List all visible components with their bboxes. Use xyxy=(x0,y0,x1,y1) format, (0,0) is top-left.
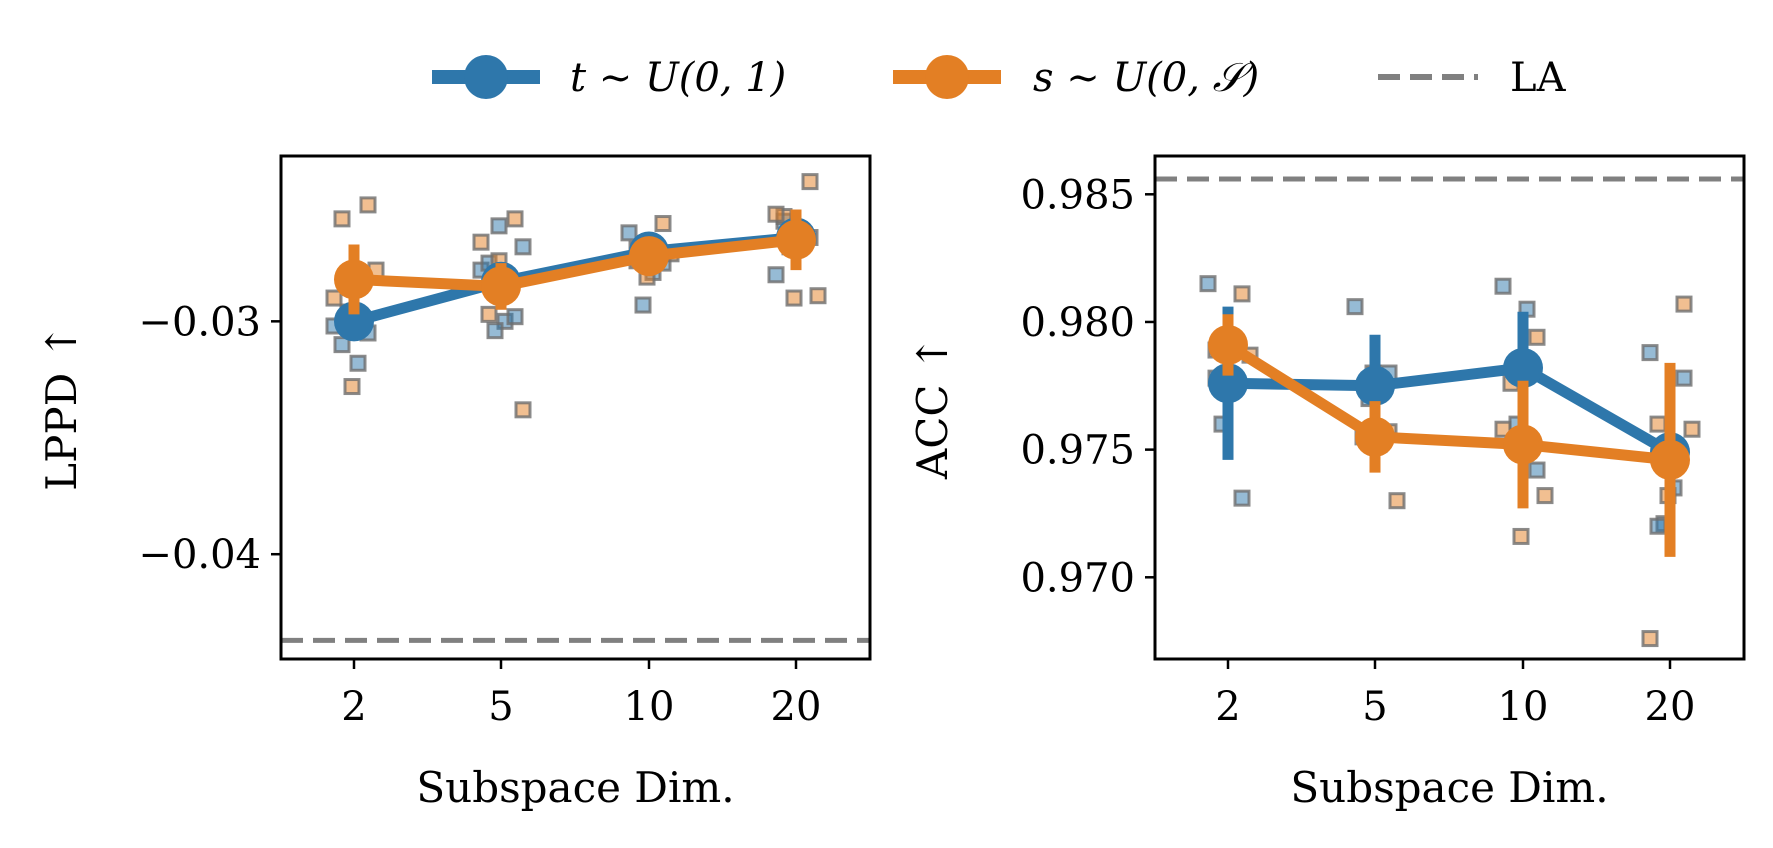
lppd-series-1-point xyxy=(359,196,377,214)
lppd-x-tick-label: 5 xyxy=(488,684,513,730)
lppd-series-1-point xyxy=(767,205,785,223)
acc-y-tick-label: 0.985 xyxy=(1020,172,1135,218)
lppd-y-tick-label: −0.03 xyxy=(138,299,261,345)
lppd-x-tick-label: 2 xyxy=(341,684,366,730)
legend-label-t: t ∼ U(0, 1) xyxy=(570,55,786,101)
lppd-series-0-point xyxy=(620,224,638,242)
lppd-series-1-marker xyxy=(481,266,521,307)
legend-marker-t xyxy=(464,55,508,99)
lppd-series-0-point xyxy=(349,354,367,372)
legend-entry-t: t ∼ U(0, 1) xyxy=(432,55,786,101)
legend-label-s: s ∼ U(0, 𝒮) xyxy=(1033,55,1259,101)
lppd-x-tick-label: 10 xyxy=(624,684,675,730)
acc-series-1-point xyxy=(1494,420,1512,438)
acc-series-0-marker xyxy=(1503,347,1543,388)
acc-series-0-point xyxy=(1346,298,1364,316)
lppd-series-0-marker xyxy=(334,301,374,342)
lppd-series-0-point xyxy=(490,217,508,235)
lppd-series-1-line xyxy=(353,234,797,292)
acc-series-0-point xyxy=(1675,369,1693,387)
acc-series-1-point xyxy=(1388,492,1406,510)
acc-y-tick-label: 0.980 xyxy=(1020,300,1135,346)
acc-series-1-point xyxy=(1536,487,1554,505)
acc-series-1-point xyxy=(1683,420,1701,438)
lppd-series-0-point xyxy=(767,266,785,284)
legend-marker-s xyxy=(925,55,969,99)
lppd-series-1-point xyxy=(785,289,803,307)
acc-series-1-point xyxy=(1641,630,1659,648)
legend: t ∼ U(0, 1) s ∼ U(0, 𝒮) LA xyxy=(432,55,1567,101)
lppd-axes-frame xyxy=(279,154,872,661)
lppd-series-1-marker xyxy=(629,236,669,277)
lppd-x-tick-label: 20 xyxy=(771,684,822,730)
acc-x-tick-label: 10 xyxy=(1498,684,1549,730)
lppd-series-0-point xyxy=(506,308,524,326)
acc-x-axis-label: Subspace Dim. xyxy=(1290,763,1608,812)
acc-series-0-point xyxy=(1494,277,1512,295)
lppd-series-0-point xyxy=(486,322,504,340)
acc-series-0-point xyxy=(1528,461,1546,479)
acc-series-1-marker xyxy=(1650,439,1690,480)
lppd-series-0-point xyxy=(514,238,532,256)
legend-label-la: LA xyxy=(1510,55,1567,101)
acc-series-0-marker xyxy=(1355,365,1395,406)
acc-series-0-point xyxy=(1233,489,1251,507)
acc-series-1-marker xyxy=(1503,424,1543,465)
legend-entry-la: LA xyxy=(1378,55,1567,101)
acc-series-1-point xyxy=(1675,295,1693,313)
lppd-series-1-point xyxy=(325,289,343,307)
lppd-series-0-point xyxy=(333,336,351,354)
acc-panel: 2 5 10 20 0.970 0.975 0.980 0.985 Subspace Dim. A… xyxy=(908,154,1746,812)
acc-x-tick-label: 20 xyxy=(1645,684,1696,730)
acc-y-axis-label: ACC ↑ xyxy=(908,336,957,480)
lppd-series-1-point xyxy=(809,287,827,305)
acc-y-tick-label: 0.975 xyxy=(1020,428,1135,474)
lppd-series-1-point xyxy=(654,215,672,233)
acc-series-1-line xyxy=(1225,340,1671,466)
acc-series-0-marker xyxy=(1208,363,1248,404)
acc-series-1-point xyxy=(1233,285,1251,303)
lppd-series-1-point xyxy=(506,210,524,228)
lppd-series-0-point xyxy=(634,296,652,314)
lppd-x-axis-label: Subspace Dim. xyxy=(416,763,734,812)
lppd-series-1-point xyxy=(801,173,819,191)
acc-axes-frame xyxy=(1153,154,1746,661)
lppd-series-1-point xyxy=(343,378,361,396)
lppd-series-1-point xyxy=(480,305,498,323)
acc-series-1-marker xyxy=(1208,324,1248,365)
acc-series-1-point xyxy=(1649,415,1667,433)
lppd-panel: 2 5 10 20 −0.03 −0.04 Subspace Dim. LPPD ↑ xyxy=(37,154,872,812)
acc-x-tick-label: 5 xyxy=(1362,684,1387,730)
acc-series-0-point xyxy=(1641,344,1659,362)
lppd-series-1-point xyxy=(333,210,351,228)
lppd-series-1-point xyxy=(514,401,532,419)
acc-series-0-point xyxy=(1199,275,1217,293)
acc-series-1-point xyxy=(1528,328,1546,346)
acc-series-1-marker xyxy=(1355,416,1395,457)
lppd-y-axis-label: LPPD ↑ xyxy=(37,324,86,491)
acc-x-tick-label: 2 xyxy=(1215,684,1240,730)
lppd-y-tick-label: −0.04 xyxy=(138,532,261,578)
lppd-series-1-marker xyxy=(334,259,374,300)
lppd-series-1-marker xyxy=(776,219,816,260)
legend-entry-s: s ∼ U(0, 𝒮) xyxy=(893,55,1259,101)
acc-series-1-point xyxy=(1512,527,1530,545)
lppd-series-1-point xyxy=(472,233,490,251)
acc-y-tick-label: 0.970 xyxy=(1020,555,1135,601)
acc-series-0-point xyxy=(1649,517,1667,535)
